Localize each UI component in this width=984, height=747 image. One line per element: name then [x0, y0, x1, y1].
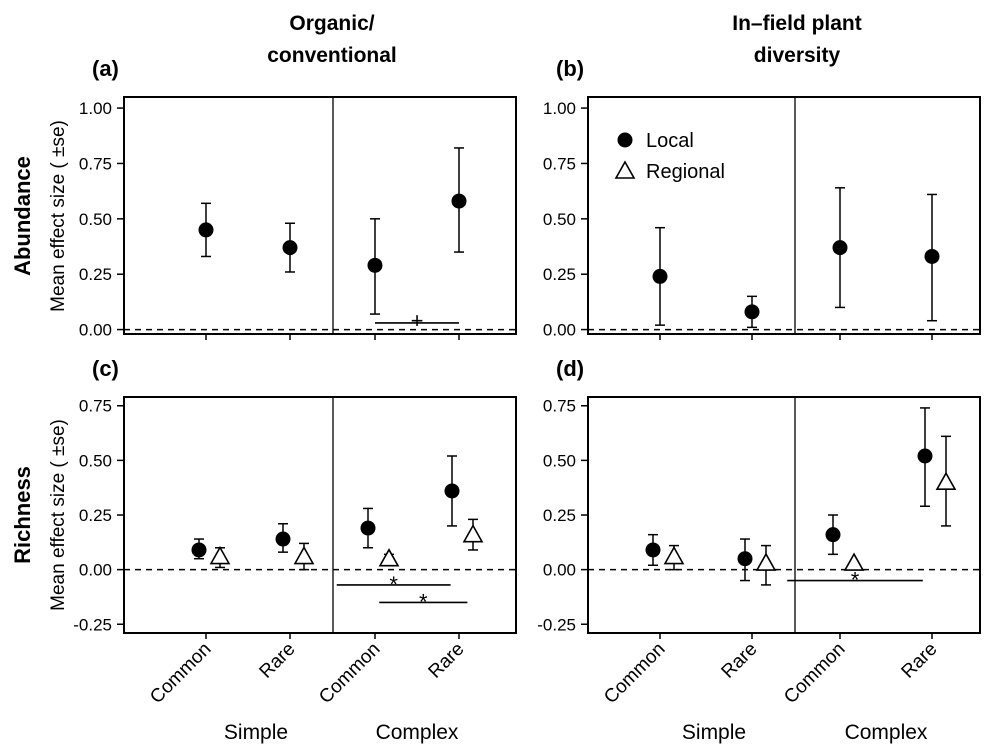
y-tick-label: 0.25 — [79, 506, 112, 525]
x-category-label: Rare — [425, 639, 469, 683]
local-point — [444, 483, 460, 499]
panel-d: -0.25 0.00 0.25 0.50 0.75 * — [537, 396, 981, 639]
local-point — [744, 304, 760, 320]
significance-mark: * — [389, 572, 398, 597]
panel-frame — [587, 96, 981, 335]
local-point — [367, 257, 383, 273]
local-point — [275, 531, 291, 547]
row-title-abundance: Abundance — [10, 156, 35, 276]
y-tick-label: 0.75 — [543, 154, 576, 173]
panel-label-d: (d) — [556, 356, 584, 381]
local-point — [832, 240, 848, 256]
local-point — [198, 222, 214, 238]
panel-label-c: (c) — [92, 356, 119, 381]
legend-regional-marker — [614, 160, 636, 179]
panel-c: -0.25 0.00 0.25 0.50 0.75 * * — [73, 396, 517, 639]
x-group-label-simple: Simple — [224, 721, 288, 744]
local-point — [451, 193, 467, 209]
y-tick-label: -0.25 — [73, 615, 112, 634]
y-tick-label: 0.50 — [79, 451, 112, 470]
y-tick-label: 0.50 — [543, 451, 576, 470]
regional-point — [462, 524, 484, 543]
column-title-right-line1: In–field plant — [732, 12, 862, 35]
regional-point — [843, 552, 865, 571]
local-point — [360, 520, 376, 536]
x-group-label-simple: Simple — [682, 721, 746, 744]
local-point — [191, 542, 207, 558]
legend-local-marker — [617, 132, 633, 148]
y-tick-label: 0.00 — [543, 321, 576, 340]
regional-point — [935, 471, 957, 491]
local-point — [282, 240, 298, 256]
significance-mark: * — [419, 589, 428, 614]
x-category-label: Rare — [256, 639, 300, 683]
row-title-richness: Richness — [10, 466, 35, 564]
panel-b: 0.00 0.25 0.50 0.75 1.00 — [543, 96, 981, 340]
y-tick-label: 1.00 — [79, 99, 112, 118]
panel-frame — [123, 396, 517, 634]
x-category-label: Common — [315, 639, 384, 708]
regional-point — [378, 548, 400, 567]
x-group-label-complex: Complex — [845, 721, 928, 744]
x-category-label: Rare — [898, 639, 942, 683]
legend: Local Regional — [614, 130, 725, 183]
y-tick-label: 0.00 — [79, 561, 112, 580]
y-tick-label: 0.75 — [543, 397, 576, 416]
panel-frame — [587, 396, 981, 634]
ylabel-bottom: Mean effect size ( ±se) — [48, 419, 69, 611]
y-tick-label: 0.50 — [79, 210, 112, 229]
regional-point — [209, 545, 231, 565]
y-tick-label: 0.75 — [79, 154, 112, 173]
x-axis-labels: Common Rare Common Rare Simple Complex Common R… — [146, 639, 941, 744]
y-tick-label: 0.75 — [79, 397, 112, 416]
legend-regional-label: Regional — [646, 161, 725, 183]
local-point — [924, 248, 940, 264]
y-tick-label: 0.00 — [79, 321, 112, 340]
y-tick-label: 0.25 — [79, 265, 112, 284]
regional-point — [293, 545, 315, 565]
significance-mark: + — [411, 308, 424, 333]
x-category-label: Common — [146, 639, 215, 708]
y-tick-label: 0.50 — [543, 210, 576, 229]
column-title-left-line2: conventional — [267, 44, 397, 67]
local-point — [917, 448, 933, 464]
local-point — [645, 542, 661, 558]
column-title-left-line1: Organic/ — [289, 12, 374, 35]
x-category-label: Common — [600, 639, 669, 708]
column-title-right-line2: diversity — [754, 44, 841, 67]
x-group-label-complex: Complex — [376, 721, 459, 744]
local-point — [737, 551, 753, 567]
x-category-label: Common — [780, 639, 849, 708]
panel-label-b: (b) — [556, 56, 584, 81]
y-tick-label: 0.25 — [543, 506, 576, 525]
local-point — [825, 527, 841, 543]
regional-point — [663, 545, 685, 565]
panel-label-a: (a) — [92, 56, 119, 81]
significance-mark: * — [851, 568, 860, 593]
panel-a: 0.00 0.25 0.50 0.75 1.00 + — [79, 96, 517, 340]
y-tick-label: 0.25 — [543, 265, 576, 284]
local-point — [652, 268, 668, 284]
y-tick-label: 0.00 — [543, 561, 576, 580]
y-tick-label: 1.00 — [543, 99, 576, 118]
panel-frame — [123, 96, 517, 335]
y-tick-label: -0.25 — [537, 615, 576, 634]
legend-local-label: Local — [646, 130, 694, 152]
regional-point — [755, 552, 777, 571]
x-category-label: Rare — [718, 639, 762, 683]
ylabel-top: Mean effect size ( ±se) — [48, 120, 69, 312]
